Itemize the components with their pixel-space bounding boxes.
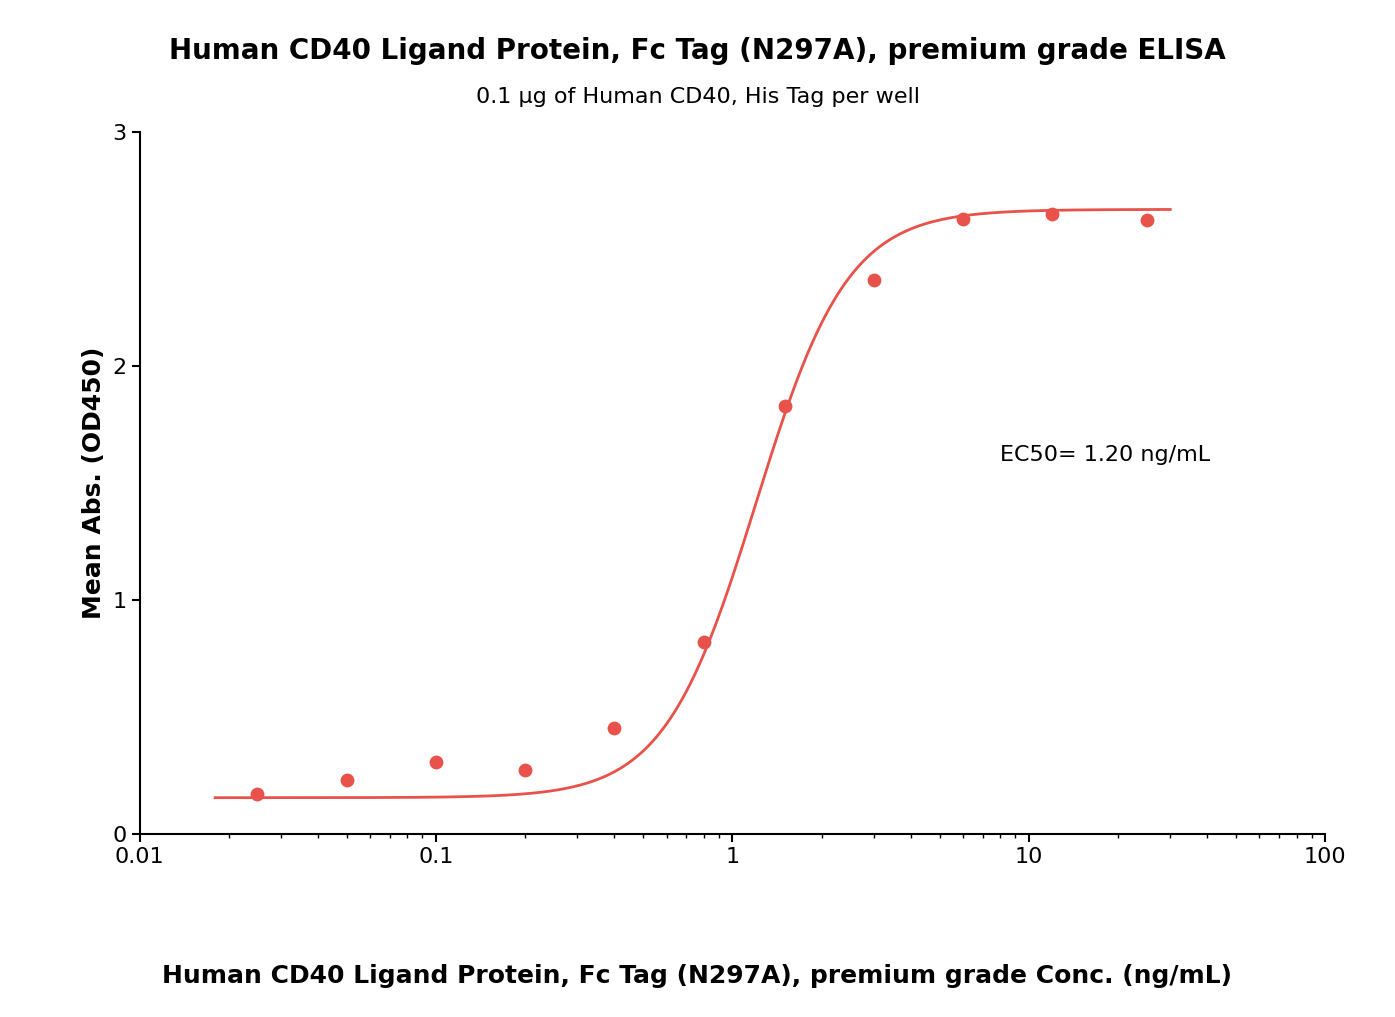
Point [862, 272, 884, 288]
Text: EC50= 1.20 ng/mL: EC50= 1.20 ng/mL [1000, 445, 1211, 465]
Text: Human CD40 Ligand Protein, Fc Tag (N297A), premium grade Conc. (ng/mL): Human CD40 Ligand Protein, Fc Tag (N297A… [162, 964, 1233, 989]
Point [513, 762, 536, 778]
Point [247, 785, 269, 801]
Point [1136, 212, 1158, 228]
Point [336, 772, 359, 788]
Text: 0.1 μg of Human CD40, His Tag per well: 0.1 μg of Human CD40, His Tag per well [476, 86, 919, 107]
Point [692, 634, 714, 650]
Point [424, 754, 446, 770]
Point [951, 211, 974, 227]
Point [1041, 205, 1063, 223]
Y-axis label: Mean Abs. (OD450): Mean Abs. (OD450) [82, 347, 106, 619]
Point [603, 719, 625, 735]
Text: Human CD40 Ligand Protein, Fc Tag (N297A), premium grade ELISA: Human CD40 Ligand Protein, Fc Tag (N297A… [169, 37, 1226, 65]
Point [773, 398, 795, 414]
